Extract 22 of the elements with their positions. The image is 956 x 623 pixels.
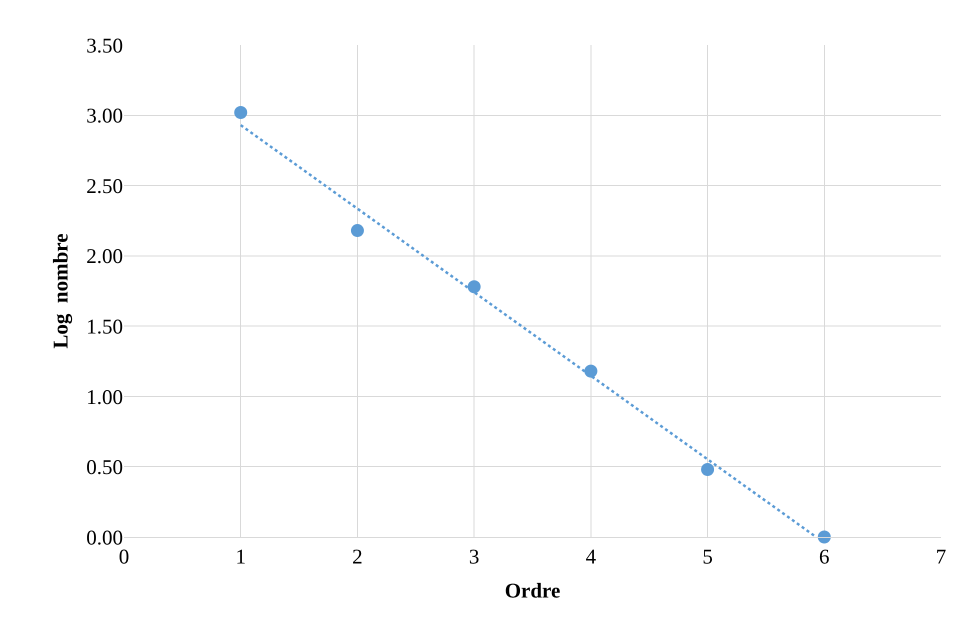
y-tick-label: 1.00 — [86, 384, 123, 409]
y-tick-label: 2.00 — [86, 244, 123, 268]
point — [584, 364, 598, 378]
y-tick-label: 1.50 — [86, 314, 123, 338]
x-tick-label: 7 — [936, 544, 946, 568]
x-tick-label: 1 — [235, 544, 246, 568]
y-tick-label: 0.50 — [86, 455, 123, 480]
x-tick-label: 6 — [819, 544, 830, 568]
point — [234, 106, 248, 119]
point — [350, 224, 364, 238]
point — [701, 463, 714, 476]
point — [818, 530, 831, 544]
y-tick-label: 3.00 — [86, 104, 123, 128]
y-tick-label: 2.50 — [86, 174, 123, 198]
point — [468, 280, 481, 294]
x-tick-label: 5 — [702, 544, 713, 568]
x-tick-label: 3 — [468, 544, 480, 568]
y-axis-title: Log nombre — [48, 233, 72, 349]
x-tick-label: 4 — [586, 544, 597, 568]
y-tick-label: 3.50 — [86, 33, 123, 58]
x-tick-label: 2 — [352, 544, 363, 568]
x-axis-title: Ordre — [504, 578, 560, 603]
